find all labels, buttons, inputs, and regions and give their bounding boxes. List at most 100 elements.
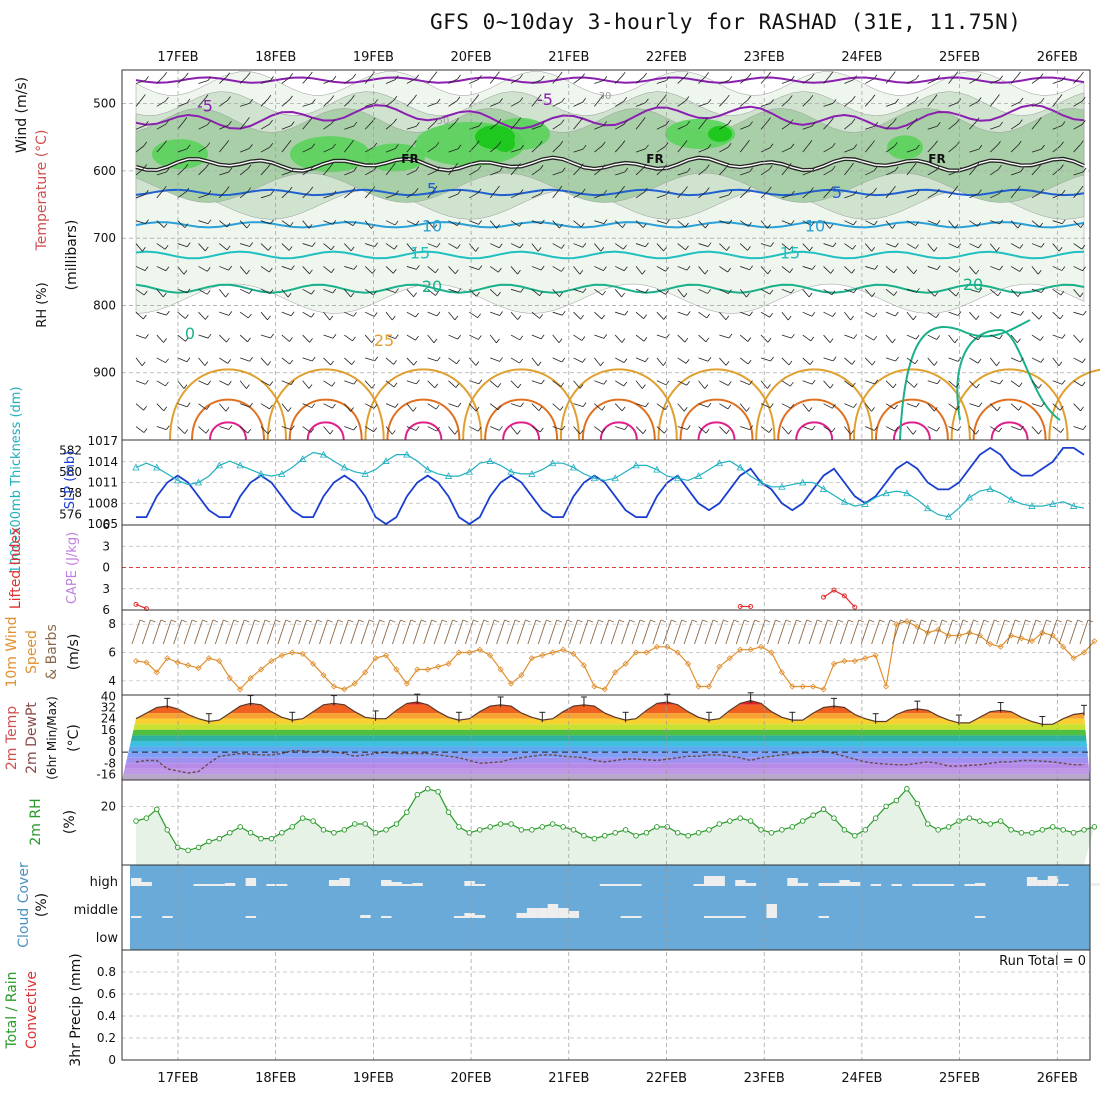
wind-barb (573, 243, 583, 248)
wind-barb (948, 75, 956, 84)
wind-barb (135, 334, 146, 339)
wind-speed-marker (382, 652, 390, 659)
wind-barb (198, 311, 206, 320)
wind-barb-flag (287, 292, 292, 298)
rh2m-marker (424, 786, 431, 792)
wind-barb (448, 243, 458, 249)
wind-barb (177, 102, 188, 107)
wind-barb (885, 122, 894, 130)
cloud-high-bar (870, 884, 882, 886)
wind-speed-marker (1060, 643, 1067, 650)
wind-barb-10m-flag (1066, 619, 1073, 623)
wind-barb (719, 426, 727, 434)
thickness-marker (444, 472, 453, 479)
wind-barb (281, 243, 290, 251)
wind-barb-flag (247, 187, 252, 192)
wind-barb (865, 191, 874, 199)
slp-tick-label: 1017 (87, 434, 118, 448)
wind-barb (573, 77, 582, 84)
wind-barb-flag (582, 243, 587, 248)
wind-barb (969, 380, 977, 389)
wind-barb (594, 426, 603, 433)
lifted-index-marker (852, 604, 858, 610)
warm-contour (795, 421, 834, 441)
wind-barb (969, 243, 979, 249)
date-label-top: 21FEB (548, 50, 589, 65)
wind-barb (781, 311, 789, 321)
wind-barb-flag (141, 361, 146, 366)
wind-barb (344, 99, 352, 107)
wind-barb (719, 146, 729, 153)
wind-barb-flag (1017, 223, 1022, 229)
wind-barb-flag (601, 141, 606, 147)
wind-barb (177, 403, 188, 408)
wind-barb-flag (623, 244, 627, 250)
wind-barb (1073, 220, 1082, 228)
wind-barb-flag (728, 190, 733, 196)
wind-barb-flag (186, 402, 191, 408)
wind-barb (885, 426, 896, 432)
date-label-top: 19FEB (353, 50, 394, 65)
wind-barb-flag (975, 430, 980, 435)
wind-barb-flag (623, 96, 628, 102)
wind-barb (927, 169, 937, 176)
temp-color-band (122, 757, 1090, 764)
wind-barb-flag (435, 291, 439, 296)
wind-barb-flag (811, 121, 816, 127)
wind-barb-flag (581, 336, 586, 341)
wind-barb (823, 334, 831, 343)
wind-barb (531, 289, 540, 297)
wind-barb (740, 380, 750, 386)
contour-label: FR (646, 152, 663, 166)
wind-speed-marker (591, 683, 598, 690)
thickness-marker (236, 461, 244, 469)
wind-barb (219, 289, 226, 298)
wind-barb (1073, 124, 1083, 130)
wind-barb (656, 243, 664, 252)
wind-barb-flag (455, 383, 460, 388)
wind-barb (823, 75, 831, 84)
rh2m-marker (768, 830, 775, 836)
wind-barb-flag (204, 246, 209, 252)
contour-label: 5 (427, 179, 437, 198)
wind-barb-10m-flag (1077, 619, 1083, 623)
wind-barb-flag (268, 267, 273, 273)
wind-barb (1052, 380, 1063, 385)
thickness-marker (299, 455, 307, 462)
wind-barb-flag (499, 357, 503, 362)
wind-barb-10m-flag (598, 619, 604, 623)
wind-barb-10m-flag (837, 619, 844, 623)
wind-barb-flag (1059, 314, 1064, 320)
cloud-high-bar (1037, 880, 1048, 886)
wind-barb-flag (915, 244, 919, 249)
wind-barb-flag (227, 96, 231, 101)
wind-speed-marker (1028, 638, 1035, 645)
wind-barb-10m (829, 619, 839, 645)
wind-barb-flag (645, 98, 649, 104)
wind-speed-marker (747, 646, 754, 653)
wind-barb-flag (478, 75, 482, 80)
wind-barb-10m (933, 619, 943, 645)
wind-barb-flag (997, 140, 1001, 146)
li-tick-label: 6 (102, 518, 110, 532)
wind-barb-flag (1017, 140, 1022, 146)
wind-barb (635, 403, 646, 408)
wind-barb-flag (249, 144, 253, 149)
wind-barb-flag (163, 406, 168, 412)
wind-speed-marker (320, 672, 327, 679)
wind-barb-flag (436, 242, 441, 248)
wind-barb (177, 191, 187, 199)
wind-barb (990, 220, 1000, 225)
rh2m-marker (685, 832, 691, 839)
wind-barb (844, 266, 852, 274)
wind-barb-flag (873, 312, 878, 318)
rh2m-marker (518, 827, 525, 833)
date-label-bottom: 22FEB (646, 1071, 687, 1086)
wind-barb-flag (289, 73, 294, 78)
wind-barb (135, 125, 146, 130)
wind-barb (656, 288, 666, 295)
wind-barb (489, 75, 497, 84)
thickness-marker (278, 470, 286, 477)
wind-barb-flag (790, 143, 795, 149)
wind-speed-marker (185, 662, 192, 669)
